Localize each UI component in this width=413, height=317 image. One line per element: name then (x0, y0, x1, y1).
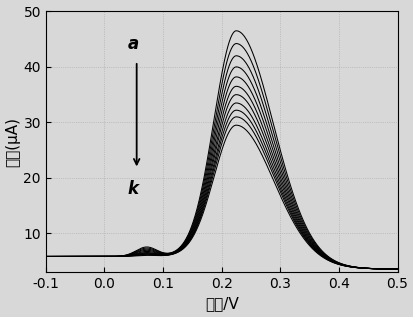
Text: k: k (128, 180, 138, 198)
X-axis label: 电位/V: 电位/V (204, 296, 238, 311)
Y-axis label: 电流(μA): 电流(μA) (5, 117, 21, 166)
Text: a: a (128, 35, 139, 53)
